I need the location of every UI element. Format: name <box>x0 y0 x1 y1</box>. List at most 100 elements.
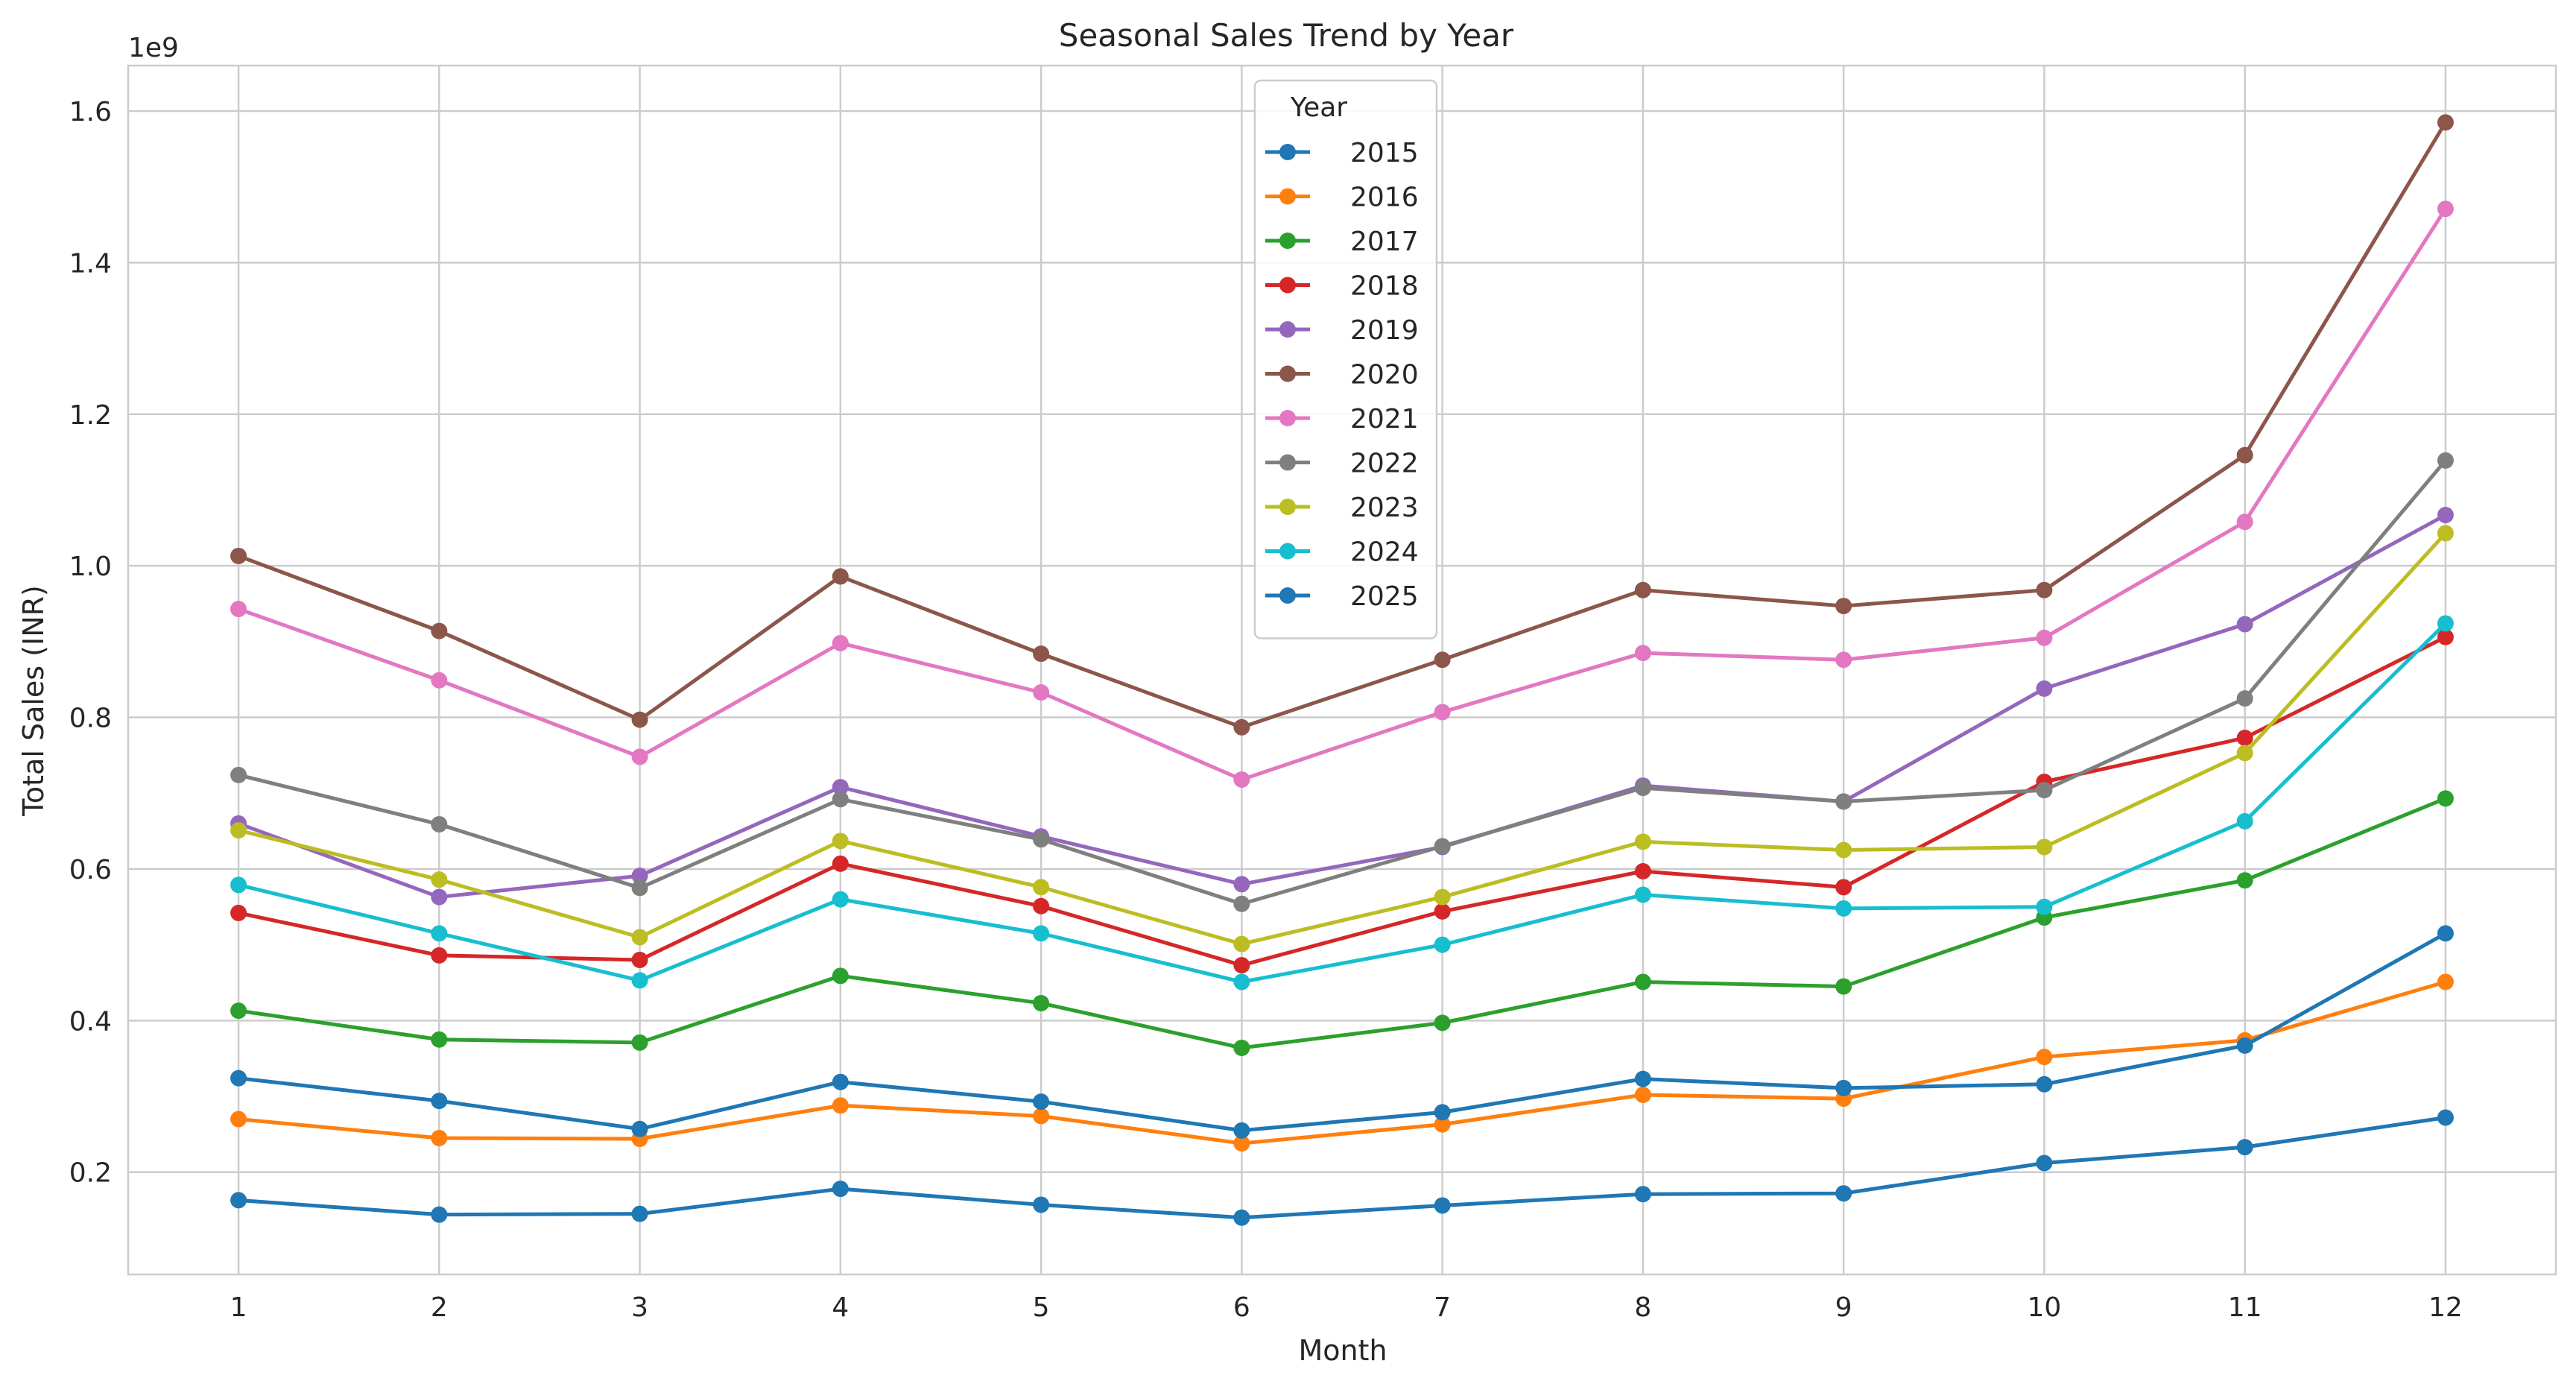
data-point-2022 <box>2236 690 2253 707</box>
series-line-2020 <box>236 120 2448 730</box>
legend-item-2022: 2022 <box>1265 449 1419 479</box>
series-line-2019 <box>236 513 2448 900</box>
data-point-2019 <box>832 779 849 796</box>
legend-item-2016: 2016 <box>1265 183 1419 213</box>
data-point-2020 <box>2236 446 2253 464</box>
x-tick-label: 9 <box>1835 1292 1852 1323</box>
legend-label: 2022 <box>1350 449 1419 479</box>
data-point-2021 <box>431 672 448 689</box>
y-tick-label: 0.2 <box>69 1158 112 1189</box>
data-point-2017 <box>1033 994 1050 1011</box>
legend-item-2018: 2018 <box>1265 271 1419 302</box>
data-point-2024 <box>230 876 247 894</box>
data-point-2015 <box>230 1192 247 1209</box>
data-point-2022 <box>1033 831 1050 848</box>
data-point-2017 <box>230 1002 247 1020</box>
legend-swatch-marker <box>1279 144 1296 160</box>
data-point-2022 <box>2437 452 2454 469</box>
data-point-2017 <box>631 1034 648 1051</box>
data-point-2022 <box>1434 838 1451 855</box>
data-point-2018 <box>1434 903 1451 920</box>
y-tick-label: 1.6 <box>69 97 112 127</box>
data-point-2015 <box>832 1181 849 1198</box>
x-tick-label: 6 <box>1233 1292 1250 1323</box>
legend-label: 2025 <box>1350 581 1419 612</box>
data-point-2020 <box>631 711 648 728</box>
legend-label: 2015 <box>1350 138 1419 168</box>
data-point-2018 <box>1233 957 1250 974</box>
legend-item-2023: 2023 <box>1265 493 1419 523</box>
data-point-2015 <box>1434 1197 1451 1214</box>
data-point-2024 <box>1033 925 1050 942</box>
data-point-2016 <box>1434 1116 1451 1133</box>
series-line-2015 <box>236 1115 2448 1220</box>
data-point-2023 <box>2036 838 2053 856</box>
data-point-2025 <box>631 1120 648 1137</box>
data-point-2025 <box>230 1070 247 1087</box>
legend-label: 2018 <box>1350 271 1419 302</box>
data-point-2025 <box>832 1073 849 1090</box>
data-point-2025 <box>2236 1037 2253 1054</box>
legend-swatch-marker <box>1279 410 1296 426</box>
data-point-2015 <box>2036 1154 2053 1172</box>
legend: Year 2015 2016 2017 2018 2019 2020 2021 2022 202… <box>1253 79 1438 639</box>
data-point-2016 <box>1033 1108 1050 1125</box>
data-point-2022 <box>431 815 448 833</box>
data-point-2023 <box>832 833 849 850</box>
data-point-2016 <box>230 1111 247 1128</box>
y-axis-offset-label: 1e9 <box>128 33 179 63</box>
data-point-2022 <box>1634 780 1651 797</box>
data-point-2025 <box>1434 1104 1451 1121</box>
legend-swatch-marker <box>1279 277 1296 294</box>
y-tick-label: 1.0 <box>69 552 112 582</box>
data-point-2015 <box>1835 1185 1852 1202</box>
data-point-2015 <box>1634 1186 1651 1203</box>
legend-label: 2024 <box>1350 537 1419 568</box>
data-point-2024 <box>2036 898 2053 915</box>
legend-swatch-marker <box>1279 188 1296 205</box>
x-tick-label: 1 <box>230 1292 247 1323</box>
x-tick-label: 11 <box>2228 1292 2262 1323</box>
x-tick-label: 5 <box>1033 1292 1050 1323</box>
data-point-2021 <box>1033 683 1050 701</box>
data-point-2025 <box>1033 1093 1050 1111</box>
data-point-2024 <box>631 972 648 989</box>
data-point-2017 <box>1233 1039 1250 1056</box>
data-point-2021 <box>2236 514 2253 531</box>
series-line-2025 <box>236 931 2448 1133</box>
legend-swatch-marker <box>1279 543 1296 560</box>
data-point-2018 <box>2236 730 2253 747</box>
data-point-2023 <box>631 929 648 946</box>
data-point-2020 <box>832 568 849 585</box>
data-point-2024 <box>1835 900 1852 917</box>
data-point-2023 <box>1233 935 1250 953</box>
data-point-2019 <box>431 888 448 906</box>
legend-item-2021: 2021 <box>1265 404 1419 435</box>
legend-swatch-marker <box>1279 587 1296 604</box>
data-point-2025 <box>1233 1122 1250 1139</box>
y-tick-label: 0.4 <box>69 1006 112 1037</box>
legend-swatch-marker <box>1279 233 1296 249</box>
data-point-2016 <box>1634 1086 1651 1103</box>
data-point-2018 <box>1634 862 1651 879</box>
data-point-2018 <box>631 951 648 968</box>
data-point-2023 <box>1634 833 1651 850</box>
data-point-2020 <box>1835 598 1852 615</box>
series-line-2017 <box>236 796 2448 1050</box>
data-point-2016 <box>1233 1135 1250 1152</box>
legend-swatch-marker <box>1279 499 1296 515</box>
legend-swatch-marker <box>1279 365 1296 382</box>
legend-label: 2019 <box>1350 315 1419 346</box>
x-tick-label: 12 <box>2428 1292 2463 1323</box>
data-point-2017 <box>1634 973 1651 991</box>
data-point-2021 <box>1434 704 1451 721</box>
data-point-2021 <box>2437 200 2454 218</box>
data-point-2016 <box>2437 973 2454 991</box>
data-point-2018 <box>2437 628 2454 645</box>
data-point-2022 <box>631 879 648 897</box>
series-line-2016 <box>236 979 2448 1146</box>
data-point-2017 <box>832 967 849 985</box>
y-tick-label: 0.6 <box>69 855 112 885</box>
chart-title: Seasonal Sales Trend by Year <box>1059 17 1514 54</box>
